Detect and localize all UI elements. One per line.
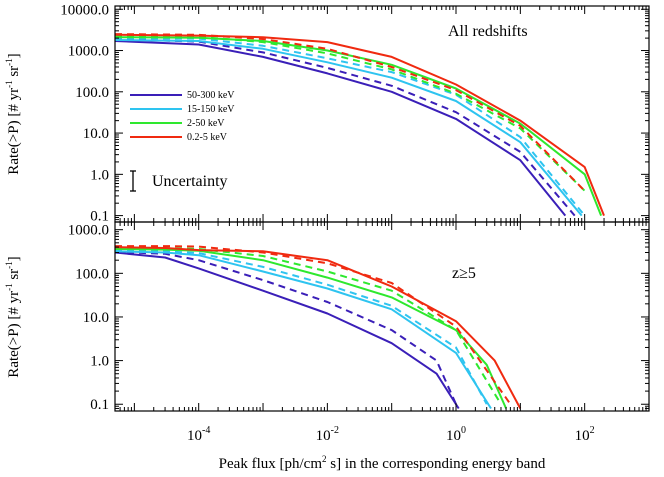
legend-entry-2-50: 2-50 keV bbox=[130, 118, 225, 129]
y-tick-label: 1.0 bbox=[90, 354, 109, 370]
y-tick-label: 10.0 bbox=[83, 310, 109, 326]
series-line-2-50keV-dashed bbox=[115, 35, 586, 192]
legend-entry-15-150: 15-150 keV bbox=[130, 104, 235, 115]
series-line-0.2-5keV-dashed bbox=[115, 245, 512, 405]
legend-entry-50-300: 50-300 keV bbox=[130, 90, 235, 101]
bottom-ylabel-sup-a: -1 bbox=[4, 283, 14, 291]
top-panel-axes: 10000.0 1000.0 100.0 10.0 1.0 0.1 bbox=[60, 2, 650, 225]
y-tick-label: 1000.0 bbox=[68, 44, 109, 60]
top-ylabel-part-c: ] bbox=[6, 53, 22, 58]
uncertainty-label: Uncertainty bbox=[152, 173, 228, 190]
series-line-15-150keV-solid bbox=[115, 250, 492, 410]
top-plot-curves bbox=[115, 33, 605, 217]
series-line-15-150keV-dashed bbox=[115, 37, 586, 217]
series-line-15-150keV-solid bbox=[115, 39, 583, 217]
bottom-ylabel-part-c: ] bbox=[6, 256, 22, 261]
y-tick-label: 10000.0 bbox=[60, 2, 109, 18]
series-line-50-300keV-solid bbox=[115, 251, 460, 410]
series-line-0.2-5keV-solid bbox=[115, 33, 605, 216]
top-panel-annotation: All redshifts bbox=[448, 23, 528, 40]
x-axis-label: Peak flux [ph/cm2 s] in the correspondin… bbox=[219, 454, 546, 472]
top-ylabel-sup-b: -1 bbox=[4, 58, 14, 66]
series-line-0.2-5keV-dashed bbox=[115, 33, 586, 192]
series-line-50-300keV-solid bbox=[115, 40, 567, 217]
legend-label-0.2-5: 0.2-5 keV bbox=[187, 132, 228, 143]
xlabel-sup: 2 bbox=[322, 454, 327, 464]
series-line-50-300keV-dashed bbox=[115, 250, 457, 405]
bottom-ylabel-part-b: sr bbox=[6, 269, 22, 284]
legend-label-2-50: 2-50 keV bbox=[187, 118, 225, 129]
legend-label-15-150: 15-150 keV bbox=[187, 104, 235, 115]
series-line-15-150keV-dashed bbox=[115, 249, 488, 405]
bottom-ylabel-sup-b: -1 bbox=[4, 261, 14, 269]
y-tick-label: 0.1 bbox=[90, 209, 109, 225]
bottom-panel-frame bbox=[114, 221, 650, 412]
series-line-2-50keV-solid bbox=[115, 36, 603, 216]
uncertainty-marker: Uncertainty bbox=[130, 170, 228, 192]
x-tick-label: 100 bbox=[446, 425, 466, 444]
bottom-ylabel-part-a: Rate(>P) [# yr bbox=[6, 291, 22, 378]
xlabel-part-a: Peak flux [ph/cm bbox=[219, 456, 323, 472]
y-tick-label: 0.1 bbox=[90, 397, 109, 413]
x-tick-label: 10-2 bbox=[316, 425, 339, 444]
legend: 50-300 keV 15-150 keV 2-50 keV 0.2-5 keV bbox=[130, 90, 235, 143]
bottom-y-axis-label: Rate(>P) [# yr-1 sr-1] bbox=[4, 256, 22, 377]
legend-entry-0.2-5: 0.2-5 keV bbox=[130, 132, 228, 143]
y-tick-label: 1.0 bbox=[90, 167, 109, 183]
top-panel: 10000.0 1000.0 100.0 10.0 1.0 0.1 All redshif… bbox=[4, 2, 650, 225]
top-ylabel-part-b: sr bbox=[6, 66, 22, 81]
series-line-50-300keV-dashed bbox=[115, 38, 576, 217]
bottom-panel-axes: 1000.0 100.0 10.0 1.0 0.1 10-4 10-2 100 102 bbox=[68, 222, 650, 444]
xlabel-part-b: s] in the corresponding energy band bbox=[326, 456, 545, 472]
y-tick-label: 100.0 bbox=[75, 266, 109, 282]
top-y-axis-label: Rate(>P) [# yr-1 sr-1] bbox=[4, 53, 22, 174]
legend-label-50-300: 50-300 keV bbox=[187, 90, 235, 101]
bottom-panel-annotation: z≥5 bbox=[452, 265, 476, 282]
series-line-2-50keV-dashed bbox=[115, 246, 502, 405]
y-tick-label: 1000.0 bbox=[68, 223, 109, 239]
x-tick-label: 102 bbox=[575, 425, 595, 444]
y-tick-label: 100.0 bbox=[75, 85, 109, 101]
x-tick-label: 10-4 bbox=[187, 425, 210, 444]
series-line-0.2-5keV-solid bbox=[115, 246, 522, 409]
series-line-2-50keV-solid bbox=[115, 248, 508, 409]
top-ylabel-part-a: Rate(>P) [# yr bbox=[6, 88, 22, 175]
y-tick-label: 10.0 bbox=[83, 126, 109, 142]
bottom-plot-curves bbox=[115, 245, 522, 410]
top-ylabel-sup-a: -1 bbox=[4, 80, 14, 88]
